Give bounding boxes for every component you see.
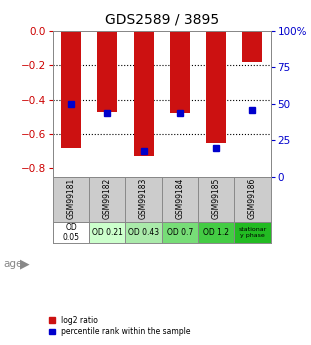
Text: OD
0.05: OD 0.05 — [63, 223, 80, 243]
Text: OD 1.2: OD 1.2 — [203, 228, 229, 237]
Text: GSM99183: GSM99183 — [139, 178, 148, 219]
Bar — [125, 222, 162, 243]
Bar — [206, 31, 226, 142]
Text: GSM99185: GSM99185 — [212, 178, 220, 219]
Legend: log2 ratio, percentile rank within the sample: log2 ratio, percentile rank within the s… — [47, 314, 192, 338]
Text: GSM99184: GSM99184 — [175, 178, 184, 219]
Text: stationar
y phase: stationar y phase — [238, 227, 267, 238]
Bar — [53, 222, 89, 243]
Bar — [89, 222, 125, 243]
Text: age: age — [3, 259, 22, 269]
Bar — [198, 222, 234, 243]
Text: GSM99181: GSM99181 — [67, 178, 76, 219]
Bar — [234, 222, 271, 243]
Text: GSM99182: GSM99182 — [103, 178, 112, 219]
Bar — [243, 31, 262, 62]
Bar — [170, 31, 190, 114]
Text: OD 0.21: OD 0.21 — [92, 228, 123, 237]
Text: GDS2589 / 3895: GDS2589 / 3895 — [105, 12, 219, 26]
Bar — [162, 222, 198, 243]
Text: OD 0.7: OD 0.7 — [167, 228, 193, 237]
Bar — [134, 31, 154, 156]
Text: ▶: ▶ — [20, 257, 30, 270]
Bar — [61, 31, 81, 148]
Text: GSM99186: GSM99186 — [248, 178, 257, 219]
Text: OD 0.43: OD 0.43 — [128, 228, 159, 237]
Bar — [97, 31, 117, 112]
